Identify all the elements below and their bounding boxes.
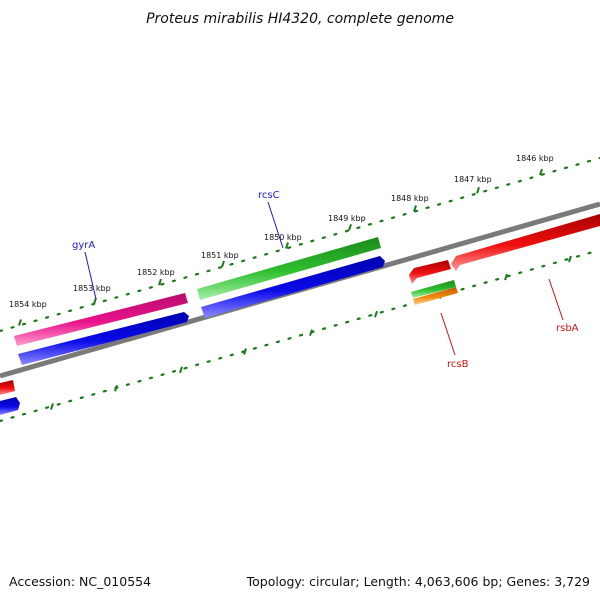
tick-label: 1848 kbp [391, 194, 429, 203]
reverse-strand-genes [0, 256, 458, 415]
major-tick [348, 223, 352, 231]
genome-title: Proteus mirabilis HI4320, complete genom… [146, 11, 454, 27]
major-tick [476, 186, 480, 194]
rcsB-leader [440, 312, 456, 356]
gene-left-edge-blue [0, 397, 20, 415]
gene-gyrA-reverse [18, 312, 189, 365]
major-tick [221, 260, 225, 268]
major-tick [179, 366, 183, 374]
gene-rcsB-green [411, 280, 456, 298]
major-tick [243, 348, 247, 355]
gene-label-leaders [84, 201, 564, 356]
gyrA-leader [84, 251, 97, 300]
major-tick [374, 310, 378, 318]
tick-label: 1853 kbp [73, 284, 111, 293]
gene-rcsB-neighbor-red [409, 260, 451, 284]
major-tick [18, 319, 22, 326]
rsbA-leader [548, 278, 564, 321]
gene-rcsC-reverse [201, 256, 385, 318]
gene-rcsB-orange [413, 287, 458, 305]
major-tick [114, 384, 118, 392]
inner-tick-ring [0, 248, 600, 423]
gene-label-rcsB: rcsB [447, 359, 469, 370]
tick-label: 1854 kbp [9, 300, 47, 309]
gene-left-edge-red [0, 380, 15, 395]
accession-text: Accession: NC_010554 [9, 574, 152, 589]
genome-summary-text: Topology: circular; Length: 4,063,606 bp… [246, 574, 590, 589]
gene-label-rcsC: rcsC [258, 190, 280, 201]
major-tick [309, 329, 313, 337]
major-tick [504, 273, 508, 281]
tick-label: 1850 kbp [264, 233, 302, 242]
tick-label: 1846 kbp [516, 154, 554, 163]
major-tick [158, 278, 162, 286]
major-tick [568, 255, 572, 263]
forward-strand-genes [14, 214, 600, 346]
tick-label: 1852 kbp [137, 268, 175, 277]
gene-gyrA-forward [14, 293, 188, 346]
major-tick [50, 403, 54, 410]
gene-rcsC-forward [197, 237, 381, 300]
tick-label: 1849 kbp [328, 214, 366, 223]
major-tick [413, 205, 417, 212]
major-tick [285, 242, 289, 249]
gene-label-rsbA: rsbA [556, 323, 579, 334]
gene-label-gyrA: gyrA [72, 240, 95, 251]
tick-label: 1847 kbp [454, 175, 492, 184]
tick-label: 1851 kbp [201, 251, 239, 260]
tick-labels: 1846 kbp 1847 kbp 1848 kbp 1849 kbp 1850… [9, 154, 554, 309]
rcsC-leader [267, 201, 284, 249]
gene-rsbA-forward [451, 214, 600, 271]
major-tick [539, 168, 543, 176]
